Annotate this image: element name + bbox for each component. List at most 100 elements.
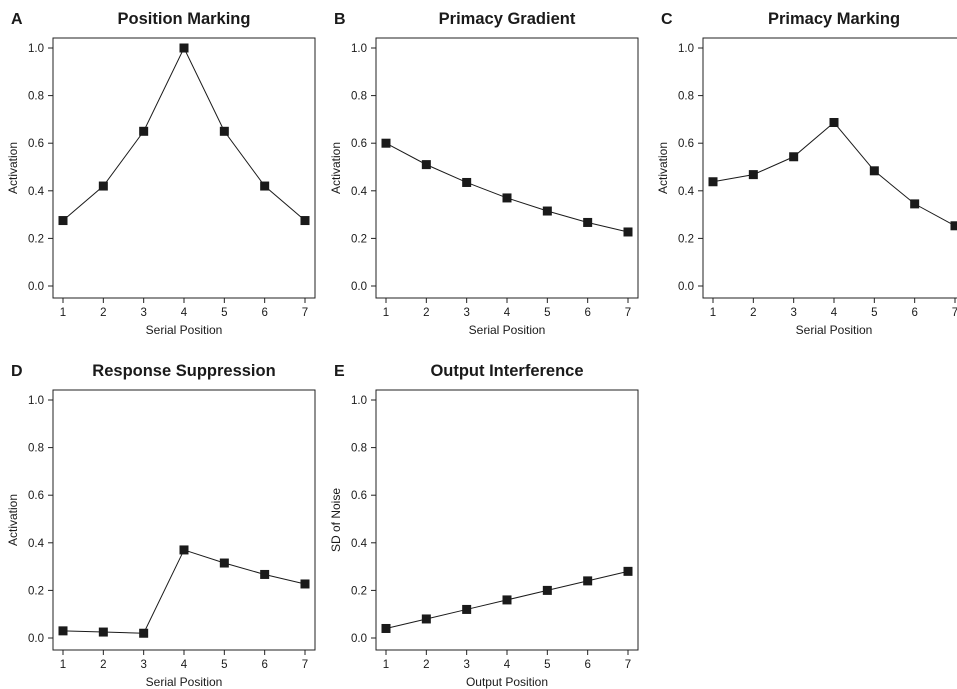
chart-title: Response Suppression xyxy=(92,362,275,380)
x-tick-label: 6 xyxy=(911,307,917,319)
data-point xyxy=(300,579,310,589)
data-point xyxy=(708,177,718,187)
x-tick-label: 1 xyxy=(383,307,389,319)
chart-title: Primacy Gradient xyxy=(439,10,576,28)
chart-panel-a: A Position Marking 0.0 0.2 0.4 0.6 0.8 1.0 1 2 3 4 5… xyxy=(6,10,316,337)
x-tick-label: 5 xyxy=(221,307,227,319)
y-tick-label: 0.4 xyxy=(28,538,45,550)
x-tick-label: 2 xyxy=(750,307,756,319)
data-point xyxy=(219,558,229,568)
y-tick-label: 0.6 xyxy=(351,490,367,502)
x-axis-label: Serial Position xyxy=(469,323,546,337)
x-tick-label: 7 xyxy=(302,307,308,319)
x-tick-label: 1 xyxy=(383,659,389,671)
chart-title: Position Marking xyxy=(118,10,251,28)
y-tick-label: 0.2 xyxy=(28,233,44,245)
x-tick-label: 5 xyxy=(544,307,550,319)
series-line xyxy=(62,46,306,221)
y-axis-label: Activation xyxy=(6,494,20,546)
data-point xyxy=(623,566,633,576)
chart-panel-b: B Primacy Gradient 0.0 0.2 0.4 0.6 0.8 1.0 1 2 3 4 5… xyxy=(329,10,639,337)
plot-frame xyxy=(375,37,639,299)
y-tick-label: 0.2 xyxy=(351,585,367,597)
x-tick-label: 2 xyxy=(423,307,429,319)
y-tick-label: 0.0 xyxy=(351,281,367,293)
y-tick-label: 0.8 xyxy=(351,91,367,103)
x-tick-label: 5 xyxy=(221,659,227,671)
x-tick-label: 3 xyxy=(140,307,146,319)
x-tick-label: 7 xyxy=(302,659,308,671)
y-tick-label: 0.2 xyxy=(351,233,367,245)
data-point xyxy=(300,216,310,226)
y-tick-label: 0.6 xyxy=(28,138,44,150)
y-tick-label: 0.6 xyxy=(28,490,44,502)
data-point xyxy=(58,216,68,226)
data-point xyxy=(139,126,149,136)
x-tick-label: 2 xyxy=(100,307,106,319)
data-point xyxy=(789,152,799,162)
x-tick-label: 1 xyxy=(710,307,716,319)
x-tick-label: 2 xyxy=(423,659,429,671)
data-point xyxy=(829,117,839,127)
data-point xyxy=(542,585,552,595)
chart-panel-e: E Output Interference 0.0 0.2 0.4 0.6 0.8 1.0 1 2… xyxy=(329,362,639,689)
x-tick-label: 3 xyxy=(140,659,146,671)
panel-letter: A xyxy=(11,11,23,28)
data-point xyxy=(502,193,512,203)
panel-letter: E xyxy=(334,363,345,380)
data-point xyxy=(583,576,593,586)
plot-frame xyxy=(52,37,316,299)
x-tick-label: 5 xyxy=(544,659,550,671)
chart-panel-d: D Response Suppression 0.0 0.2 0.4 0.6 0.8 1.0 1… xyxy=(6,362,316,689)
x-tick-label: 3 xyxy=(463,659,469,671)
y-tick-label: 0.8 xyxy=(28,91,44,103)
data-point xyxy=(869,166,879,176)
x-tick-label: 4 xyxy=(504,307,511,319)
x-tick-label: 3 xyxy=(463,307,469,319)
y-tick-label: 0.0 xyxy=(28,281,44,293)
y-tick-label: 0.0 xyxy=(28,633,44,645)
data-point xyxy=(910,199,920,209)
x-tick-label: 4 xyxy=(831,307,838,319)
x-tick-label: 6 xyxy=(584,659,590,671)
x-axis-label: Output Position xyxy=(466,675,548,689)
y-tick-label: 0.0 xyxy=(678,281,694,293)
y-tick-label: 0.8 xyxy=(351,443,367,455)
x-tick-label: 6 xyxy=(584,307,590,319)
x-tick-label: 7 xyxy=(952,307,957,319)
data-point xyxy=(219,126,229,136)
data-point xyxy=(179,43,189,53)
data-point xyxy=(421,614,431,624)
chart-title: Output Interference xyxy=(430,362,583,380)
y-tick-label: 1.0 xyxy=(678,43,694,55)
x-tick-label: 1 xyxy=(60,307,66,319)
data-point xyxy=(542,206,552,216)
x-axis-label: Serial Position xyxy=(146,675,223,689)
data-point xyxy=(381,623,391,633)
x-tick-label: 7 xyxy=(625,659,631,671)
plot-frame xyxy=(702,37,957,299)
data-point xyxy=(583,217,593,227)
y-tick-label: 0.2 xyxy=(28,585,44,597)
y-tick-label: 0.2 xyxy=(678,233,694,245)
data-point xyxy=(950,221,957,231)
y-axis-label: Activation xyxy=(6,142,20,194)
panel-letter: B xyxy=(334,11,346,28)
data-point xyxy=(381,138,391,148)
x-tick-label: 4 xyxy=(504,659,511,671)
y-tick-label: 0.6 xyxy=(678,138,694,150)
plot-frame xyxy=(52,389,316,651)
x-tick-label: 4 xyxy=(181,307,188,319)
y-tick-label: 0.8 xyxy=(28,443,44,455)
chart-panel-c: C Primacy Marking 0.0 0.2 0.4 0.6 0.8 1.0 1 2 3 4 5 6… xyxy=(656,10,957,337)
data-point xyxy=(139,628,149,638)
x-tick-label: 1 xyxy=(60,659,66,671)
x-axis-label: Serial Position xyxy=(146,323,223,337)
y-tick-label: 1.0 xyxy=(28,43,44,55)
panel-letter: C xyxy=(661,11,673,28)
x-tick-label: 2 xyxy=(100,659,106,671)
y-axis-label: Activation xyxy=(329,142,343,194)
y-tick-label: 1.0 xyxy=(28,395,44,407)
y-axis-label: Activation xyxy=(656,142,670,194)
